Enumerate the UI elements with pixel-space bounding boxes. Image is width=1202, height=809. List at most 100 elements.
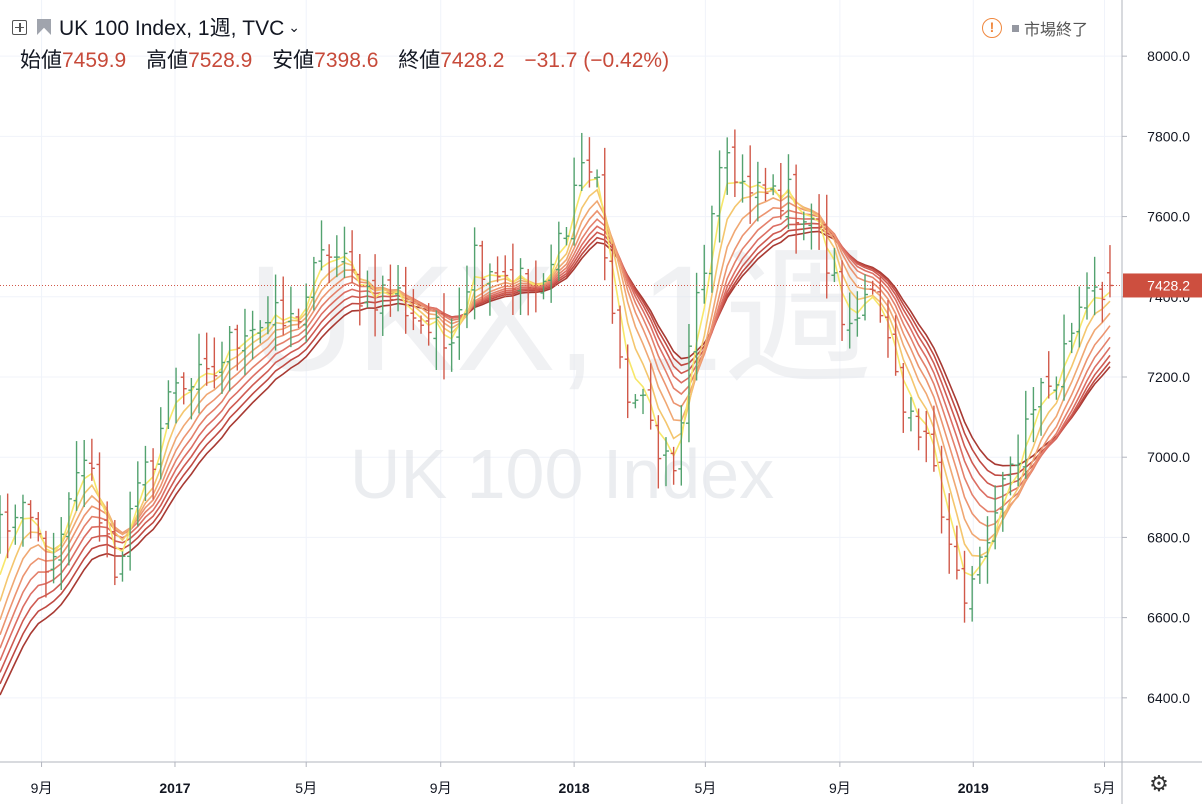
ohlc-bar [188, 377, 195, 420]
ohlc-bar [287, 286, 294, 348]
ohlc-bar [295, 308, 302, 329]
ohlc-bar [793, 164, 800, 254]
ohlc-bar [12, 504, 19, 545]
ohlc-bar [938, 445, 945, 534]
ohlc-bar [310, 256, 317, 311]
warning-icon[interactable]: ! [982, 18, 1002, 38]
symbol-row: UK 100 Index, 1週, TVC ⌄ [12, 12, 300, 42]
ohlc-bar [984, 516, 991, 584]
y-tick-label: 7600.0 [1147, 209, 1190, 225]
ohlc-bar [731, 129, 738, 198]
flag-icon[interactable] [37, 19, 51, 35]
chevron-down-icon[interactable]: ⌄ [288, 18, 301, 35]
ohlc-bar [0, 495, 3, 554]
ohlc-bar [762, 167, 769, 202]
add-symbol-icon[interactable] [12, 19, 27, 35]
ohlc-bar [272, 274, 279, 351]
y-tick-label: 7800.0 [1147, 128, 1190, 144]
ohlc-bar [50, 532, 57, 584]
ohlc-bar [525, 268, 532, 316]
ohlc-bar [900, 363, 907, 433]
ohlc-bar [1061, 314, 1068, 401]
gear-icon[interactable]: ⚙ [1149, 771, 1169, 796]
ohlc-bar [670, 446, 677, 485]
ohlc-bar [846, 292, 853, 349]
ohlc-bar [1007, 456, 1014, 496]
ohlc-bar [96, 452, 103, 542]
ohlc-bar [494, 256, 501, 283]
ohlc-bar [234, 324, 241, 371]
ohlc-bar [548, 244, 555, 303]
close-label: 終値 [398, 49, 441, 72]
ohlc-bar [486, 263, 493, 316]
ohlc-bar [800, 211, 807, 241]
ma-line-13 [0, 216, 1111, 661]
ma-line-11 [0, 209, 1111, 649]
ohlc-bar [555, 221, 562, 281]
ohlc-bars [0, 129, 1113, 623]
x-tick-label: 5月 [295, 780, 317, 796]
ohlc-bar [823, 194, 830, 299]
ohlc-bar [563, 226, 570, 246]
x-tick-label: 9月 [31, 780, 53, 796]
ohlc-bar [517, 258, 524, 315]
ohlc-bar [502, 255, 509, 298]
ohlc-bar [249, 310, 256, 360]
watermark-name: UK 100 Index [350, 435, 774, 513]
market-status[interactable]: ! 市場終了 [982, 16, 1088, 40]
ohlc-bar [456, 287, 463, 360]
x-tick-label: 2019 [958, 780, 989, 796]
ohlc-bar [754, 161, 761, 222]
ohlc-bar [196, 333, 203, 414]
ohlc-bar [854, 291, 861, 337]
open-value: 7459.9 [62, 49, 127, 72]
ohlc-bar [907, 397, 914, 432]
ohlc-bar [111, 520, 118, 586]
ohlc-bar [180, 372, 187, 405]
x-tick-label: 9月 [829, 780, 851, 796]
ohlc-bar [241, 308, 248, 376]
ohlc-bar [165, 380, 172, 429]
ohlc-bar [127, 491, 134, 571]
ohlc-bar [134, 461, 141, 527]
close-value: 7428.2 [440, 49, 505, 72]
symbol-title[interactable]: UK 100 Index, 1週, TVC [59, 17, 285, 40]
ohlc-bar [433, 310, 440, 370]
ohlc-bar [930, 405, 937, 472]
high-value: 7528.9 [188, 49, 253, 72]
ohlc-bar [1068, 322, 1075, 354]
ohlc-bar [88, 438, 95, 481]
ohlc-bar [341, 226, 348, 279]
ohlc-bar [318, 220, 325, 271]
y-tick-label: 8000.0 [1147, 48, 1190, 64]
ohlc-bar [65, 492, 72, 566]
status-dot [1012, 24, 1019, 32]
ohlc-bar [509, 243, 516, 315]
ohlc-bar [961, 550, 968, 623]
ohlc-row: 始値7459.9 高値7528.9 安値7398.6 終値7428.2 −31.… [20, 44, 669, 74]
y-tick-label: 6800.0 [1147, 529, 1190, 545]
ohlc-bar [1045, 351, 1052, 399]
ohlc-bar [624, 344, 631, 419]
ohlc-bar [440, 293, 447, 380]
ohlc-bar [640, 388, 647, 415]
ohlc-bar [1022, 390, 1029, 479]
ohlc-bar [203, 332, 210, 386]
ohlc-bar [333, 235, 340, 278]
ohlc-bar [586, 137, 593, 188]
ohlc-bar [708, 205, 715, 293]
ohlc-bar [326, 244, 333, 284]
ohlc-bar [349, 230, 356, 283]
ohlc-bar [747, 145, 754, 224]
ohlc-bar [969, 565, 976, 622]
ohlc-bar [571, 157, 578, 246]
ohlc-bar [632, 394, 639, 409]
market-status-text: 市場終了 [1024, 22, 1089, 39]
ohlc-bar [1091, 256, 1098, 316]
ohlc-bar [816, 194, 823, 250]
y-tick-label: 7200.0 [1147, 369, 1190, 385]
ohlc-bar [617, 305, 624, 369]
ohlc-bar [724, 137, 731, 195]
